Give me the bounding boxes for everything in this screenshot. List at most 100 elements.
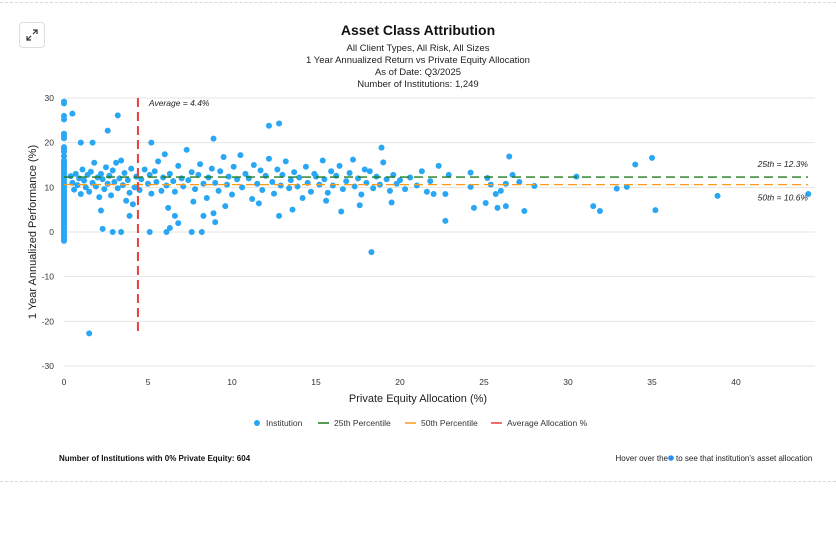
- institution-point[interactable]: [61, 153, 67, 160]
- institution-point[interactable]: [366, 168, 373, 175]
- institution-point[interactable]: [118, 229, 125, 235]
- institution-point[interactable]: [497, 187, 504, 194]
- institution-point[interactable]: [623, 183, 630, 190]
- institution-point[interactable]: [286, 185, 293, 192]
- institution-point[interactable]: [89, 139, 96, 146]
- institution-point[interactable]: [652, 207, 659, 214]
- institution-point[interactable]: [225, 173, 232, 180]
- institution-point[interactable]: [237, 152, 244, 159]
- institution-point[interactable]: [163, 182, 170, 189]
- institution-point[interactable]: [370, 185, 377, 192]
- institution-point[interactable]: [146, 171, 153, 178]
- institution-point[interactable]: [328, 168, 335, 175]
- institution-point[interactable]: [61, 148, 67, 155]
- institution-point[interactable]: [435, 162, 442, 169]
- institution-point[interactable]: [265, 155, 272, 162]
- institution-point[interactable]: [291, 169, 298, 176]
- institution-point[interactable]: [61, 237, 67, 244]
- institution-point[interactable]: [71, 186, 78, 193]
- institution-point[interactable]: [74, 182, 81, 189]
- institution-point[interactable]: [99, 225, 106, 232]
- institution-point[interactable]: [148, 139, 155, 146]
- institution-point[interactable]: [222, 203, 229, 210]
- institution-point[interactable]: [96, 194, 103, 201]
- institution-point[interactable]: [470, 204, 477, 211]
- institution-point[interactable]: [208, 165, 215, 172]
- institution-point[interactable]: [355, 175, 362, 182]
- institution-point[interactable]: [77, 191, 84, 198]
- institution-point[interactable]: [254, 180, 261, 187]
- institution-point[interactable]: [590, 203, 597, 210]
- institution-point[interactable]: [178, 175, 185, 182]
- institution-point[interactable]: [118, 157, 125, 164]
- institution-point[interactable]: [516, 178, 523, 185]
- institution-point[interactable]: [339, 186, 346, 193]
- institution-point[interactable]: [121, 170, 128, 177]
- institution-point[interactable]: [596, 208, 603, 215]
- institution-point[interactable]: [445, 171, 452, 178]
- institution-point[interactable]: [632, 161, 639, 168]
- institution-point[interactable]: [613, 185, 620, 192]
- institution-point[interactable]: [126, 212, 133, 219]
- institution-point[interactable]: [343, 178, 350, 185]
- institution-point[interactable]: [245, 175, 252, 182]
- institution-point[interactable]: [114, 185, 121, 192]
- institution-point[interactable]: [72, 170, 79, 177]
- institution-point[interactable]: [402, 186, 409, 193]
- institution-point[interactable]: [397, 177, 404, 184]
- institution-point[interactable]: [336, 162, 343, 169]
- institution-point[interactable]: [386, 187, 393, 194]
- institution-point[interactable]: [502, 180, 509, 187]
- institution-point[interactable]: [195, 171, 202, 178]
- institution-point[interactable]: [276, 212, 283, 219]
- institution-point[interactable]: [423, 188, 430, 195]
- institution-point[interactable]: [407, 174, 414, 181]
- institution-point[interactable]: [69, 110, 76, 117]
- institution-point[interactable]: [217, 168, 224, 175]
- institution-point[interactable]: [296, 174, 303, 181]
- institution-point[interactable]: [378, 144, 385, 151]
- institution-point[interactable]: [200, 212, 207, 219]
- institution-point[interactable]: [116, 175, 123, 182]
- institution-point[interactable]: [714, 192, 721, 199]
- institution-point[interactable]: [289, 206, 296, 213]
- institution-point[interactable]: [82, 184, 89, 191]
- institution-point[interactable]: [114, 112, 121, 119]
- legend-item-institution[interactable]: Institution: [254, 418, 303, 428]
- legend-item-50th[interactable]: 50th Percentile: [405, 418, 478, 428]
- institution-point[interactable]: [108, 192, 115, 199]
- institution-point[interactable]: [212, 179, 219, 186]
- institution-point[interactable]: [259, 187, 266, 194]
- institution-point[interactable]: [299, 195, 306, 202]
- institution-point[interactable]: [279, 171, 286, 178]
- institution-point[interactable]: [368, 249, 375, 256]
- institution-point[interactable]: [265, 122, 272, 129]
- institution-point[interactable]: [86, 188, 93, 195]
- institution-point[interactable]: [388, 199, 395, 206]
- institution-point[interactable]: [158, 187, 165, 194]
- institution-point[interactable]: [531, 182, 538, 189]
- institution-point[interactable]: [188, 169, 195, 176]
- institution-point[interactable]: [153, 178, 160, 185]
- institution-point[interactable]: [356, 202, 363, 209]
- institution-point[interactable]: [104, 180, 111, 187]
- institution-point[interactable]: [257, 167, 264, 174]
- institution-point[interactable]: [141, 166, 148, 173]
- institution-point[interactable]: [185, 177, 192, 184]
- institution-point[interactable]: [145, 180, 152, 187]
- institution-point[interactable]: [358, 191, 365, 198]
- institution-point[interactable]: [124, 177, 131, 184]
- institution-point[interactable]: [250, 162, 257, 168]
- institution-point[interactable]: [427, 178, 434, 185]
- institution-point[interactable]: [109, 167, 116, 174]
- institution-point[interactable]: [99, 176, 106, 183]
- institution-point[interactable]: [198, 229, 205, 235]
- institution-point[interactable]: [234, 176, 241, 183]
- institution-point[interactable]: [161, 151, 168, 158]
- institution-point[interactable]: [91, 159, 98, 166]
- institution-point[interactable]: [103, 164, 110, 171]
- institution-point[interactable]: [502, 203, 509, 210]
- institution-point[interactable]: [492, 191, 499, 198]
- institution-point[interactable]: [165, 204, 172, 211]
- institution-point[interactable]: [321, 176, 328, 183]
